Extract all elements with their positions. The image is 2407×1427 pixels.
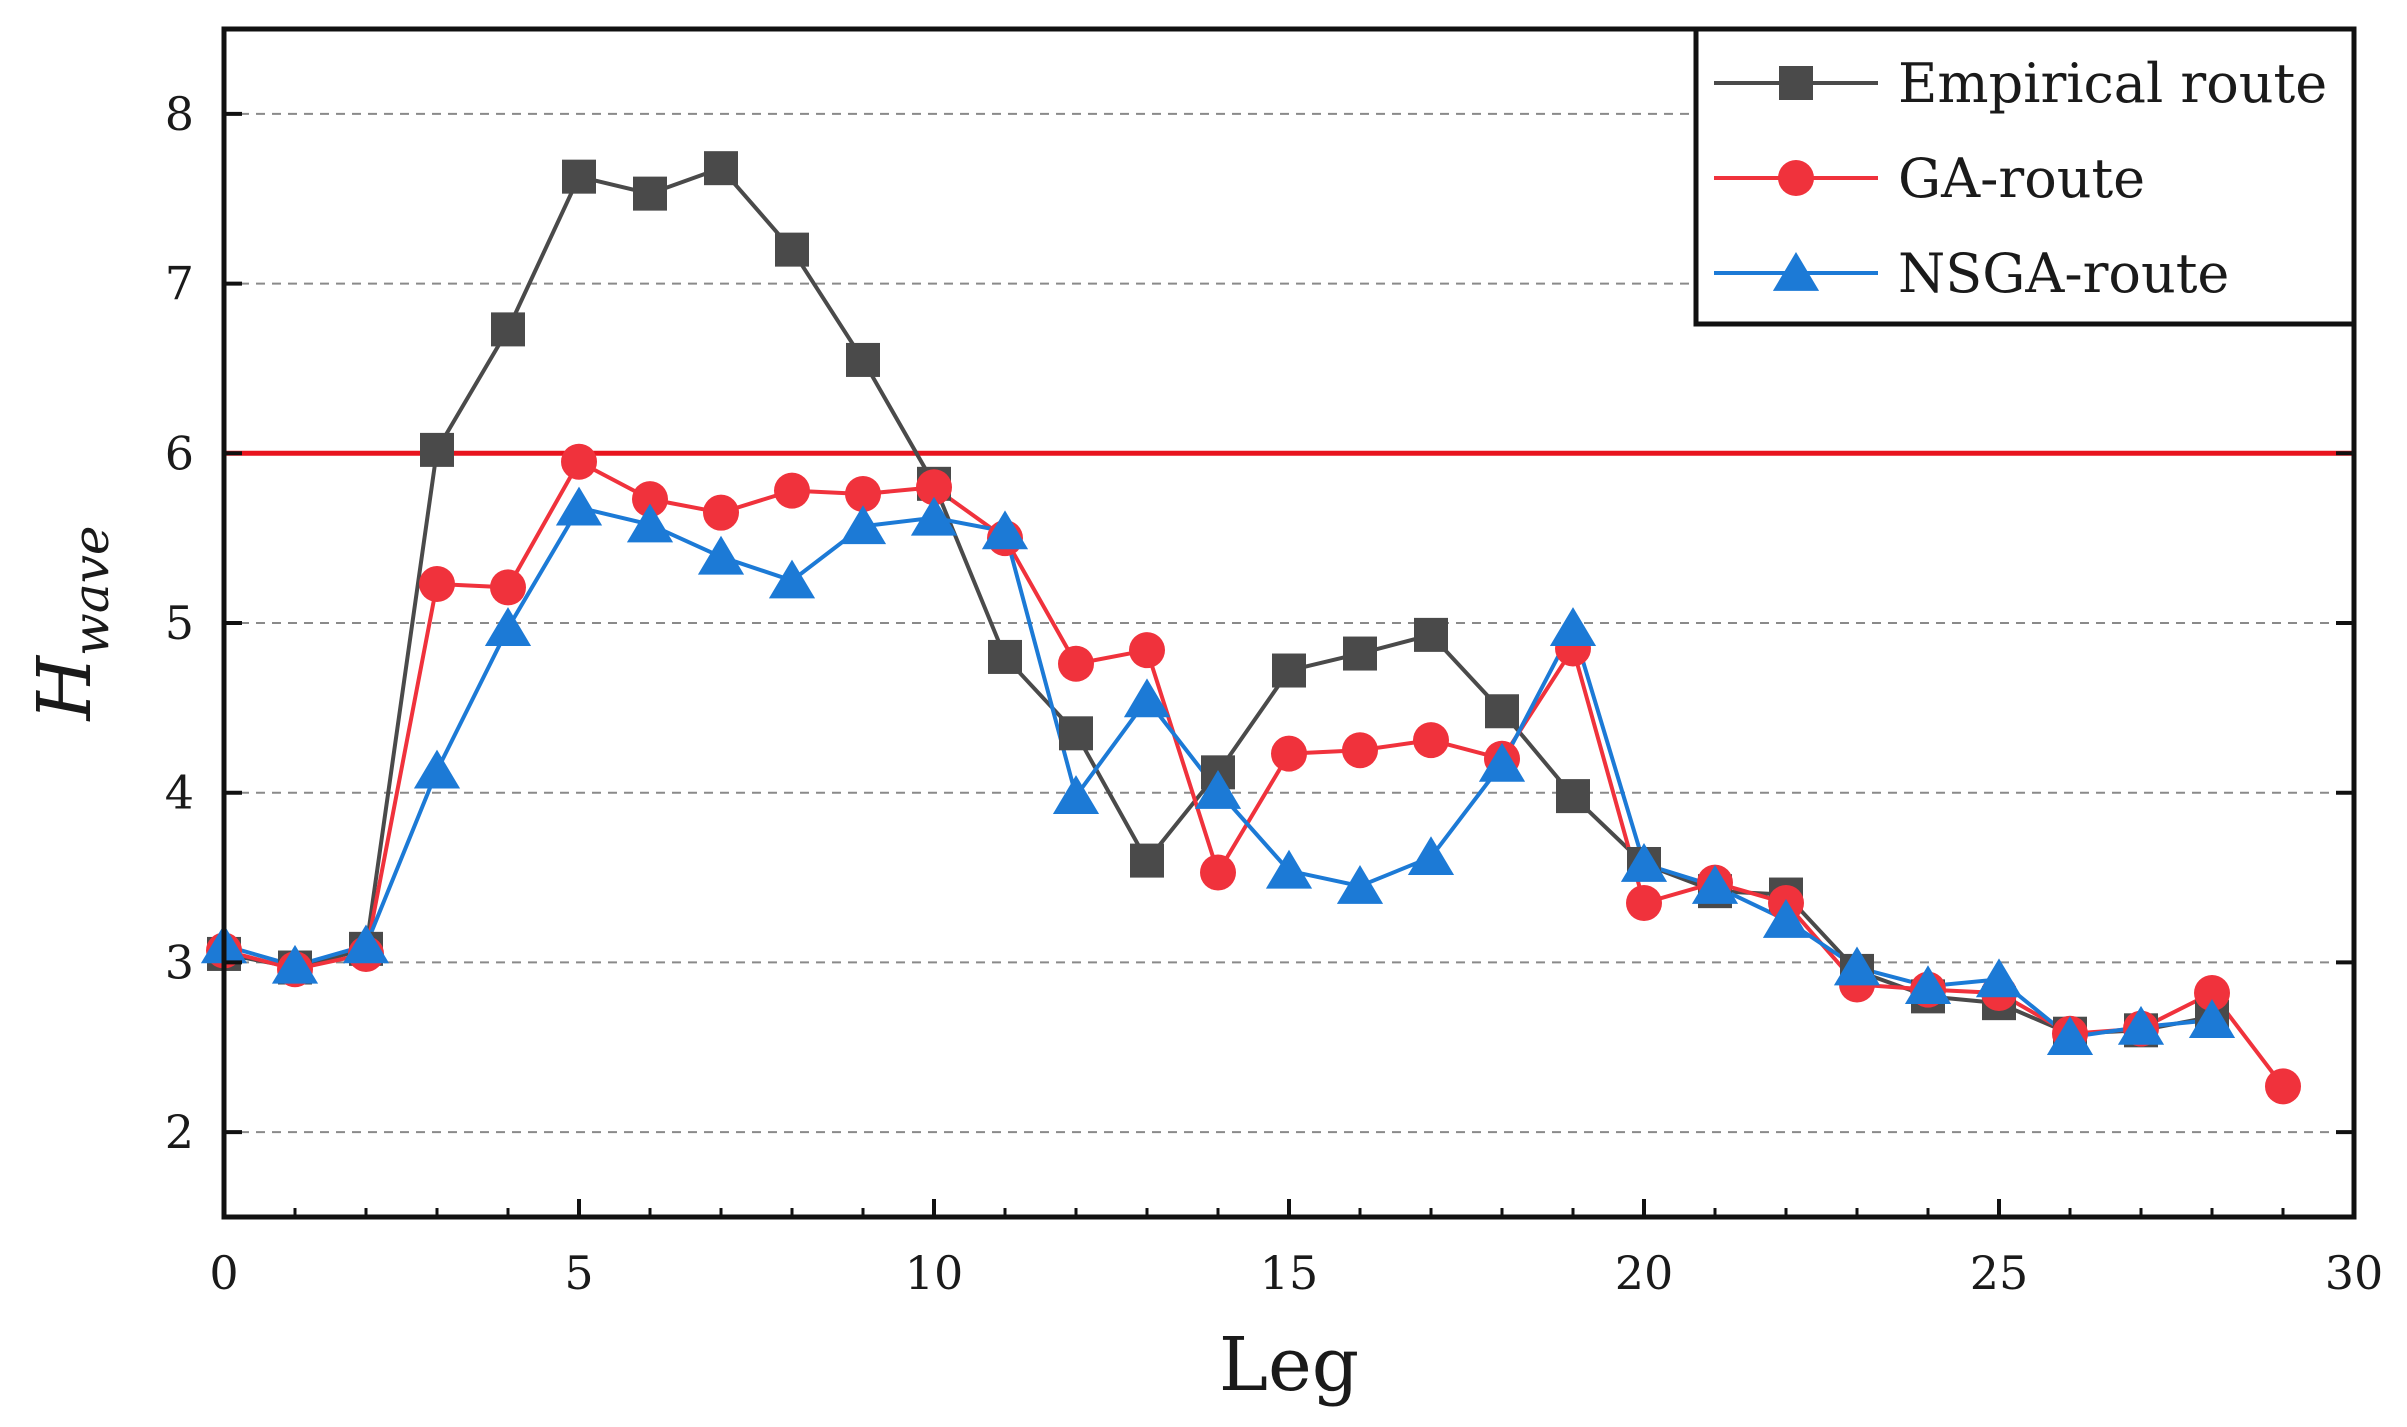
ga-route-legend-marker [1778, 160, 1814, 196]
y-tick-label: 6 [165, 426, 194, 480]
x-tick-label: 5 [564, 1246, 593, 1300]
ga-route-point [632, 481, 668, 518]
empirical-route-point [988, 639, 1022, 674]
y-tick-label: 2 [165, 1105, 194, 1159]
nsga-route-point [1407, 836, 1455, 876]
nsga-route-point [413, 749, 461, 789]
x-tick-label: 30 [2325, 1246, 2384, 1300]
nsga-route-point [1194, 770, 1242, 809]
nsga-route-point [1265, 849, 1313, 889]
x-tick-label: 20 [1615, 1246, 1674, 1300]
ga-route-point [419, 565, 455, 602]
empirical-route-point [1130, 843, 1164, 878]
nsga-route-point [271, 944, 319, 984]
y-tick-label: 5 [165, 596, 194, 650]
nsga-route-point [2188, 999, 2236, 1038]
nsga-route-point [1975, 958, 2023, 998]
ga-route-point [774, 472, 810, 509]
ga-route-point [845, 476, 881, 513]
nsga-route-point [768, 559, 816, 599]
nsga-route-point [1762, 899, 1810, 938]
x-tick-label: 15 [1260, 1246, 1319, 1300]
nsga-route-point [2117, 1005, 2165, 1045]
empirical-route-point [491, 312, 525, 347]
nsga-route-point [484, 607, 532, 646]
x-axis-title: Leg [1219, 1322, 1359, 1408]
axes: 2 3 4 5 6 7 8 0 5 10 15 20 25 30 [165, 87, 2384, 1300]
empirical-route-legend-marker [1779, 66, 1813, 100]
ga-route-point [1200, 854, 1236, 891]
empirical-route-point [1556, 779, 1590, 814]
ga-route-point [1413, 722, 1449, 759]
ga-route-point [2194, 974, 2230, 1011]
nsga-route-point [626, 503, 674, 543]
ga-route-legend-label: GA-route [1898, 147, 2145, 210]
nsga-route-point [1904, 965, 1952, 1005]
gridlines [224, 112, 2354, 1134]
nsga-route-point [1833, 946, 1881, 986]
y-tick-label: 8 [165, 87, 194, 141]
empirical-route-point [775, 232, 809, 267]
empirical-route-point [1414, 617, 1448, 652]
ga-route-point [1626, 885, 1662, 922]
empirical-route-legend-label: Empirical route [1898, 52, 2327, 115]
ga-route-line [223, 459, 2285, 1088]
nsga-route-point [910, 496, 958, 536]
y-axis-title-base: H [22, 655, 108, 723]
nsga-route-point [697, 535, 745, 575]
ga-route-point [1271, 735, 1307, 772]
x-tick-label: 0 [209, 1246, 238, 1300]
ga-route-point [2265, 1068, 2301, 1105]
x-tick-label: 25 [1970, 1246, 2029, 1300]
ga-route-point [1058, 645, 1094, 682]
nsga-route-point [1052, 775, 1100, 814]
empirical-route-point [562, 159, 596, 194]
nsga-route-legend-label: NSGA-route [1898, 242, 2229, 305]
empirical-route-point [1059, 716, 1093, 751]
y-axis-title: Hwave [22, 526, 120, 723]
nsga-route-point [1549, 607, 1597, 646]
y-tick-label: 7 [165, 257, 194, 311]
empirical-route-point [1343, 636, 1377, 671]
nsga-route-point [1336, 865, 1384, 904]
ga-route-point [703, 494, 739, 531]
nsga-route-point [981, 510, 1029, 550]
nsga-route-point [2046, 1016, 2094, 1055]
nsga-route-point [1123, 678, 1171, 718]
ga-route-point [1342, 732, 1378, 769]
nsga-route-point [342, 924, 390, 964]
empirical-route-point [1272, 653, 1306, 688]
y-tick-label: 3 [165, 935, 194, 989]
nsga-route-point [1691, 865, 1739, 904]
legend: Empirical route GA-route NSGA-route [1693, 26, 2357, 327]
nsga-route-point [839, 505, 887, 545]
empirical-route-point [704, 151, 738, 186]
empirical-route-point [420, 432, 454, 467]
nsga-route-legend-marker [1772, 252, 1820, 291]
y-axis-title-subscript: wave [62, 526, 120, 656]
series-markers [200, 151, 2301, 1105]
ga-route-point [916, 469, 952, 506]
y-tick-label: 4 [165, 766, 194, 820]
ga-route-point [561, 443, 597, 480]
empirical-route-point [846, 342, 880, 377]
nsga-route-point [1620, 842, 1668, 882]
empirical-route-point [1485, 694, 1519, 729]
ga-route-point [1129, 632, 1165, 669]
ga-route-point [490, 569, 526, 606]
nsga-route-point [1478, 742, 1526, 782]
empirical-route-point [633, 176, 667, 211]
x-tick-label: 10 [905, 1246, 964, 1300]
nsga-route-point [555, 486, 603, 526]
